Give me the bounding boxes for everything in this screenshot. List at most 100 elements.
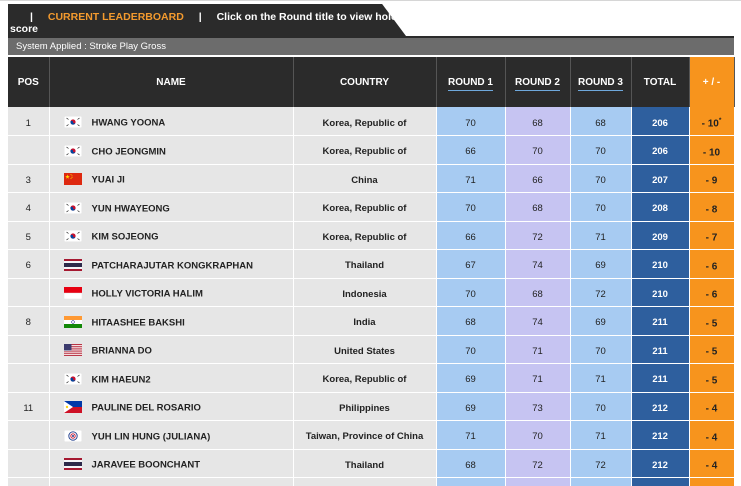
table-row: 8 HITAASHEE BAKSHI India 68 74 69 211 - 5: [8, 306, 735, 336]
top-divider: [0, 0, 741, 1]
cell-name[interactable]: CHO JEONGMIN: [49, 135, 294, 165]
cell-round-3[interactable]: 70: [570, 392, 632, 421]
to-par-value: - 4: [705, 460, 718, 472]
to-par-value: - 6: [705, 289, 718, 301]
cell-round-3[interactable]: [570, 477, 632, 486]
cell-round-2[interactable]: 68: [505, 278, 571, 307]
cell-round-3[interactable]: 72: [570, 449, 632, 478]
cell-total: 210: [631, 249, 690, 279]
cell-round-3[interactable]: 69: [570, 306, 632, 336]
to-par-mark: *: [718, 116, 722, 124]
cell-round-1[interactable]: 69: [436, 392, 506, 421]
player-name[interactable]: HWANG YOONA: [91, 117, 166, 129]
cell-round-2[interactable]: 74: [505, 306, 571, 336]
cell-round-2[interactable]: 71: [505, 363, 571, 393]
col-header-round-3[interactable]: ROUND 3: [570, 57, 632, 107]
tab-title[interactable]: CURRENT LEADERBOARD: [47, 11, 184, 23]
cell-total: 207: [631, 164, 690, 193]
player-name[interactable]: HITAASHEE BAKSHI: [91, 317, 185, 329]
col-header-round-1[interactable]: ROUND 1: [436, 57, 506, 107]
cell-country: Korea, Republic of: [293, 221, 437, 250]
cell-name[interactable]: HITAASHEE BAKSHI: [49, 306, 294, 336]
col-header-round-2[interactable]: ROUND 2: [505, 57, 571, 107]
thailand-flag-icon: [63, 258, 82, 271]
cell-round-1[interactable]: [436, 477, 506, 486]
cell-round-2[interactable]: [505, 477, 571, 486]
cell-name[interactable]: PAULINE DEL ROSARIO: [49, 392, 294, 421]
cell-country: Philippines: [293, 392, 437, 421]
cell-name[interactable]: KIM SOJEONG: [49, 221, 294, 250]
player-name[interactable]: BRIANNA DO: [91, 345, 152, 357]
to-par-value: - 4: [705, 431, 718, 443]
player-name[interactable]: KIM HAEUN2: [91, 374, 151, 386]
cell-round-3[interactable]: 69: [570, 249, 632, 279]
cell-round-1[interactable]: 70: [436, 107, 506, 136]
cell-round-2[interactable]: 73: [505, 392, 571, 421]
cell-round-2[interactable]: 72: [505, 221, 571, 250]
cell-round-2[interactable]: 68: [505, 107, 571, 136]
round-2-link[interactable]: ROUND 2: [514, 76, 560, 91]
cell-round-1[interactable]: 66: [436, 135, 506, 165]
cell-pos: [8, 477, 50, 486]
player-name[interactable]: YUN HWAYEONG: [91, 203, 170, 215]
cell-pos: 5: [8, 221, 50, 250]
cell-country: Indonesia: [293, 278, 437, 307]
cell-round-2[interactable]: 70: [505, 135, 571, 165]
india-flag-icon: [63, 315, 82, 328]
player-name[interactable]: KIM SOJEONG: [91, 231, 159, 243]
player-name[interactable]: JARAVEE BOONCHANT: [91, 459, 201, 471]
cell-round-3[interactable]: 70: [570, 335, 632, 364]
col-header-total: TOTAL: [631, 57, 690, 107]
cell-round-2[interactable]: 72: [505, 449, 571, 478]
cell-round-3[interactable]: 68: [570, 107, 632, 136]
player-name[interactable]: CHO JEONGMIN: [91, 146, 166, 158]
cell-name[interactable]: KIM HAEUN2: [49, 363, 294, 393]
cell-round-2[interactable]: 71: [505, 335, 571, 364]
cell-name[interactable]: HOLLY VICTORIA HALIM: [49, 278, 294, 307]
cell-round-1[interactable]: 68: [436, 449, 506, 478]
cell-round-1[interactable]: 71: [436, 420, 506, 450]
cell-to-par: - 8: [689, 192, 735, 222]
cell-round-1[interactable]: 66: [436, 221, 506, 250]
cell-name[interactable]: HWANG YOONA: [49, 107, 294, 136]
cell-round-1[interactable]: 70: [436, 335, 506, 364]
player-name[interactable]: HOLLY VICTORIA HALIM: [91, 288, 203, 300]
player-name[interactable]: YUAI JI: [91, 174, 125, 186]
cell-round-3[interactable]: 71: [570, 363, 632, 393]
player-name[interactable]: PAULINE DEL ROSARIO: [91, 402, 201, 414]
cell-name[interactable]: [49, 477, 294, 486]
cell-round-3[interactable]: 71: [570, 420, 632, 450]
cell-name[interactable]: YUAI JI: [49, 164, 294, 193]
round-1-link[interactable]: ROUND 1: [447, 76, 493, 91]
cell-round-1[interactable]: 70: [436, 192, 506, 222]
cell-name[interactable]: YUH LIN HUNG (JULIANA): [49, 420, 294, 450]
cell-round-3[interactable]: 70: [570, 135, 632, 165]
player-name[interactable]: YUH LIN HUNG (JULIANA): [91, 431, 211, 443]
cell-round-3[interactable]: 72: [570, 278, 632, 307]
cell-total: 206: [631, 107, 690, 136]
cell-name[interactable]: JARAVEE BOONCHANT: [49, 449, 294, 478]
cell-round-2[interactable]: 68: [505, 192, 571, 222]
cell-round-3[interactable]: 70: [570, 192, 632, 222]
cell-round-3[interactable]: 71: [570, 221, 632, 250]
table-row: 5 KIM SOJEONG Korea, Republic of 66 72 71 209 -…: [8, 221, 735, 250]
cell-round-2[interactable]: 70: [505, 420, 571, 450]
to-par-value: - 10: [701, 118, 719, 130]
cell-round-1[interactable]: 68: [436, 306, 506, 336]
cell-name[interactable]: BRIANNA DO: [49, 335, 294, 364]
cell-round-2[interactable]: 74: [505, 249, 571, 279]
cell-name[interactable]: PATCHARAJUTAR KONGKRAPHAN: [49, 249, 294, 279]
cell-round-1[interactable]: 69: [436, 363, 506, 393]
cell-round-1[interactable]: 67: [436, 249, 506, 279]
cell-name[interactable]: YUN HWAYEONG: [49, 192, 294, 222]
cell-round-1[interactable]: 70: [436, 278, 506, 307]
cell-to-par: - 10: [689, 135, 735, 165]
cell-country: China: [293, 164, 437, 193]
round-3-link[interactable]: ROUND 3: [577, 76, 623, 91]
cell-round-2[interactable]: 66: [505, 164, 571, 193]
cell-round-1[interactable]: 71: [436, 164, 506, 193]
korea-flag-icon: [63, 115, 82, 129]
cell-round-3[interactable]: 70: [570, 164, 632, 193]
cell-country: Taiwan, Province of China: [293, 420, 437, 450]
player-name[interactable]: PATCHARAJUTAR KONGKRAPHAN: [91, 260, 254, 272]
